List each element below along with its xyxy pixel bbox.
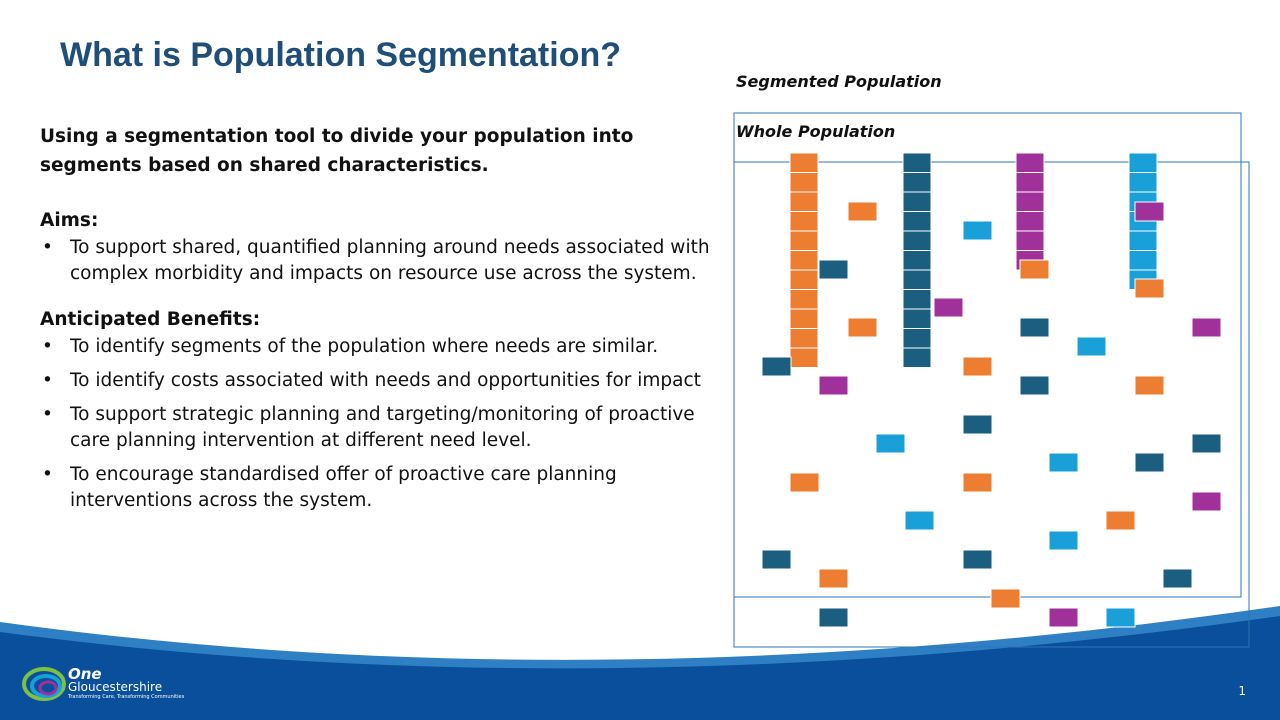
population-square	[1128, 250, 1158, 271]
population-square	[1128, 172, 1158, 193]
wave-dark	[0, 616, 1280, 720]
aim-item: To support shared, quantified planning a…	[40, 235, 720, 287]
population-square	[902, 289, 932, 310]
aims-list: To support shared, quantified planning a…	[40, 235, 720, 287]
population-square	[818, 375, 849, 396]
population-square	[847, 317, 878, 338]
population-square	[1048, 452, 1079, 473]
population-square	[1191, 317, 1222, 338]
segmented-label: Segmented Population	[736, 72, 942, 91]
population-square	[902, 308, 932, 329]
population-square	[818, 607, 849, 628]
population-square	[1015, 230, 1045, 251]
benefit-item: To encourage standardised offer of proac…	[40, 462, 720, 514]
intro: Using a segmentation tool to divide your…	[40, 126, 634, 176]
logo-ring	[22, 667, 66, 701]
logo-name: One	[68, 665, 102, 683]
population-square	[818, 259, 849, 280]
benefits-heading: Anticipated Benefits:	[40, 309, 261, 330]
population-square	[1134, 278, 1165, 299]
benefit-item: To identify segments of the population w…	[40, 334, 720, 360]
population-square	[1019, 375, 1050, 396]
population-square	[1019, 317, 1050, 338]
logo-ring	[38, 680, 58, 696]
whole-label: Whole Population	[736, 122, 896, 141]
population-square	[789, 211, 819, 232]
population-square	[1128, 230, 1158, 251]
population-square	[875, 433, 906, 454]
population-square	[761, 549, 792, 570]
population-square	[789, 347, 819, 368]
benefit-item: To support strategic planning and target…	[40, 402, 720, 454]
population-square	[1128, 152, 1158, 173]
population-square	[1162, 568, 1193, 589]
population-square	[1015, 152, 1045, 173]
population-square	[902, 328, 932, 349]
population-square	[902, 347, 932, 368]
population-square	[789, 289, 819, 310]
population-square	[902, 211, 932, 232]
population-square	[818, 568, 849, 589]
population-square	[902, 250, 932, 271]
population-square	[789, 472, 820, 493]
population-square	[761, 356, 792, 377]
population-square	[1105, 510, 1136, 531]
benefits-list: To identify segments of the population w…	[40, 334, 720, 514]
population-square	[1015, 191, 1045, 212]
population-square	[962, 549, 993, 570]
population-square	[789, 269, 819, 290]
population-square	[847, 201, 878, 222]
population-square	[1134, 375, 1165, 396]
population-square	[789, 152, 819, 173]
population-square	[1015, 211, 1045, 232]
population-square	[1015, 172, 1045, 193]
population-square	[789, 308, 819, 329]
population-square	[789, 250, 819, 271]
benefit-item: To identify costs associated with needs …	[40, 368, 720, 394]
population-square	[789, 172, 819, 193]
population-square	[962, 356, 993, 377]
population-square	[789, 230, 819, 251]
population-square	[1191, 491, 1222, 512]
population-square	[962, 472, 993, 493]
population-square	[904, 510, 935, 531]
population-square	[962, 414, 993, 435]
population-square	[1134, 452, 1165, 473]
population-square	[1048, 530, 1079, 551]
population-square	[1019, 259, 1050, 280]
population-square	[1076, 336, 1107, 357]
population-square	[933, 297, 964, 318]
population-square	[1105, 607, 1136, 628]
aims-heading: Aims:	[40, 210, 99, 231]
population-square	[1048, 607, 1079, 628]
population-square	[789, 328, 819, 349]
population-square	[902, 191, 932, 212]
page-number: 1	[1238, 684, 1246, 698]
slide-title: What is Population Segmentation?	[60, 36, 621, 74]
population-square	[1191, 433, 1222, 454]
population-square	[789, 191, 819, 212]
whole-box	[733, 161, 1250, 648]
logo-tagline: Transforming Care, Transforming Communit…	[68, 694, 185, 700]
population-squares	[761, 152, 1222, 628]
population-square	[990, 588, 1021, 609]
population-square	[1134, 201, 1165, 222]
logo-mark	[22, 667, 66, 701]
population-square	[902, 230, 932, 251]
population-square	[902, 152, 932, 173]
population-square	[902, 172, 932, 193]
logo-ring	[30, 674, 62, 698]
text-body: Using a segmentation tool to divide your…	[40, 122, 720, 522]
logo-place: Gloucestershire	[68, 680, 163, 694]
population-square	[962, 220, 993, 241]
population-square	[902, 269, 932, 290]
